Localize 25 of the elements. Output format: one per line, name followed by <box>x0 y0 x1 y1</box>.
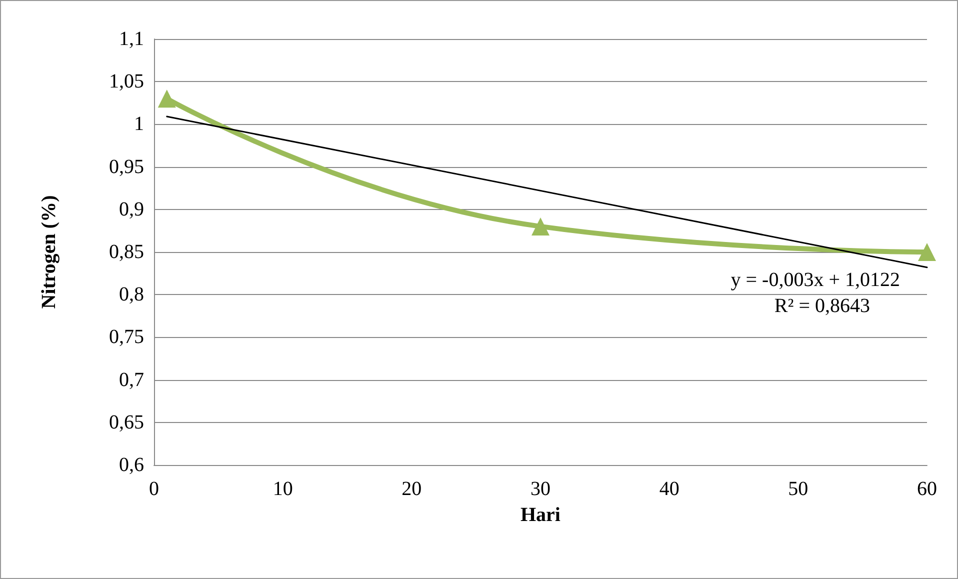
point <box>532 217 550 236</box>
y-tick-label: 0,65 <box>109 411 144 434</box>
y-tick-label: 0,95 <box>109 156 144 178</box>
y-axis-title: Nitrogen (%) <box>38 195 60 309</box>
annotation: R² = 0,8643 <box>774 295 870 317</box>
y-tick-label: 0,8 <box>119 284 144 306</box>
y-tick-label: 0,9 <box>119 198 144 220</box>
y-tick-label: 0,6 <box>119 454 144 476</box>
x-axis-title: Hari <box>520 504 561 526</box>
y-tick-label: 1,1 <box>119 28 144 50</box>
y-tick-label: 1 <box>134 113 144 136</box>
annotation: y = -0,003x + 1,0122 <box>730 269 900 291</box>
x-tick-label: 40 <box>659 478 680 500</box>
x-tick-label: 20 <box>402 478 422 500</box>
point <box>918 243 936 261</box>
x-tick-label: 60 <box>917 478 937 500</box>
x-tick-label: 50 <box>788 478 808 500</box>
x-tick-label: 10 <box>272 478 293 500</box>
y-tick-label: 0,75 <box>109 326 144 348</box>
y-tick-label: 1,05 <box>109 70 144 93</box>
y-tick-label: 0,7 <box>119 368 144 391</box>
point <box>158 90 176 108</box>
x-tick-label: 30 <box>530 478 550 500</box>
x-tick-label: 0 <box>149 478 159 500</box>
y-tick-label: 0,85 <box>109 241 144 263</box>
